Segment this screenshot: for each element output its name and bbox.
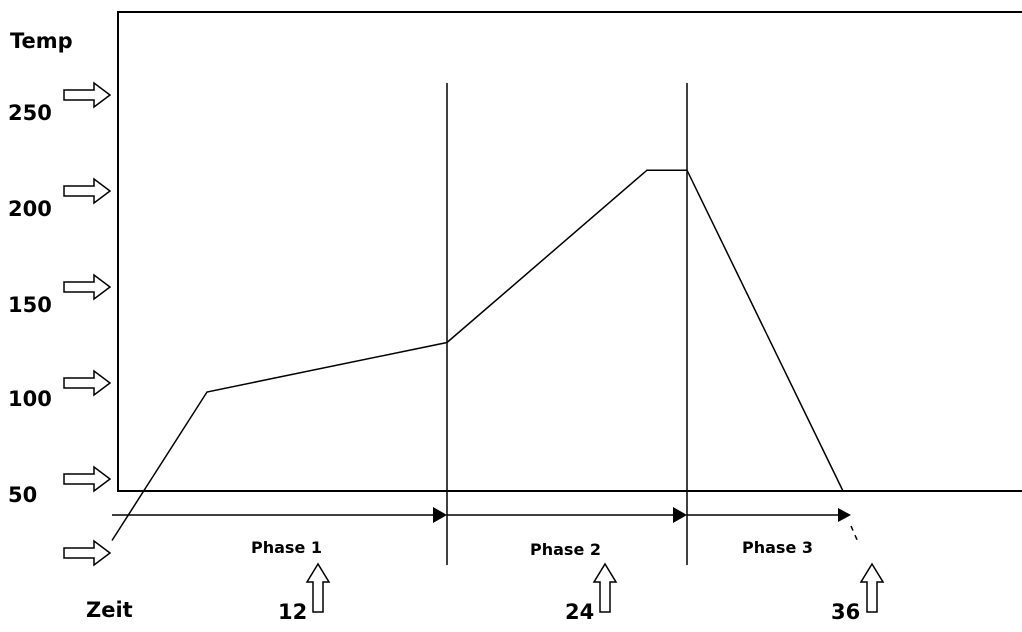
y-axis-title: Temp xyxy=(10,29,73,53)
right-arrow-icon xyxy=(63,273,112,301)
right-arrow-icon xyxy=(63,81,112,109)
phase-1-label: Phase 1 xyxy=(251,538,322,557)
x-axis-title: Zeit xyxy=(86,598,133,622)
temperature-curve xyxy=(111,169,844,541)
dashed-tail xyxy=(850,525,859,543)
y-tick-label: 100 xyxy=(8,387,52,411)
phase-3-arrowhead xyxy=(838,508,851,522)
y-tick-label: 200 xyxy=(8,197,52,221)
phase-2-arrowhead xyxy=(673,507,687,523)
right-arrow-icon xyxy=(63,369,112,397)
x-tick-label: 36 xyxy=(831,600,860,624)
up-arrow-icon xyxy=(859,562,885,613)
phase-3-label: Phase 3 xyxy=(742,538,813,557)
up-arrow-icon xyxy=(592,562,618,613)
x-tick-label: 12 xyxy=(278,600,307,624)
phase-1-arrowhead xyxy=(433,507,447,523)
phase-2-label: Phase 2 xyxy=(530,540,601,559)
x-tick-label: 24 xyxy=(565,600,594,624)
right-arrow-icon xyxy=(63,177,112,205)
up-arrow-icon xyxy=(305,562,331,613)
right-arrow-icon xyxy=(63,539,112,567)
y-tick-label: 50 xyxy=(8,483,37,507)
right-arrow-icon xyxy=(63,465,112,493)
y-tick-label: 250 xyxy=(8,101,52,125)
plot-frame xyxy=(117,11,1022,492)
y-tick-label: 150 xyxy=(8,293,52,317)
phase-timeline xyxy=(112,507,859,543)
